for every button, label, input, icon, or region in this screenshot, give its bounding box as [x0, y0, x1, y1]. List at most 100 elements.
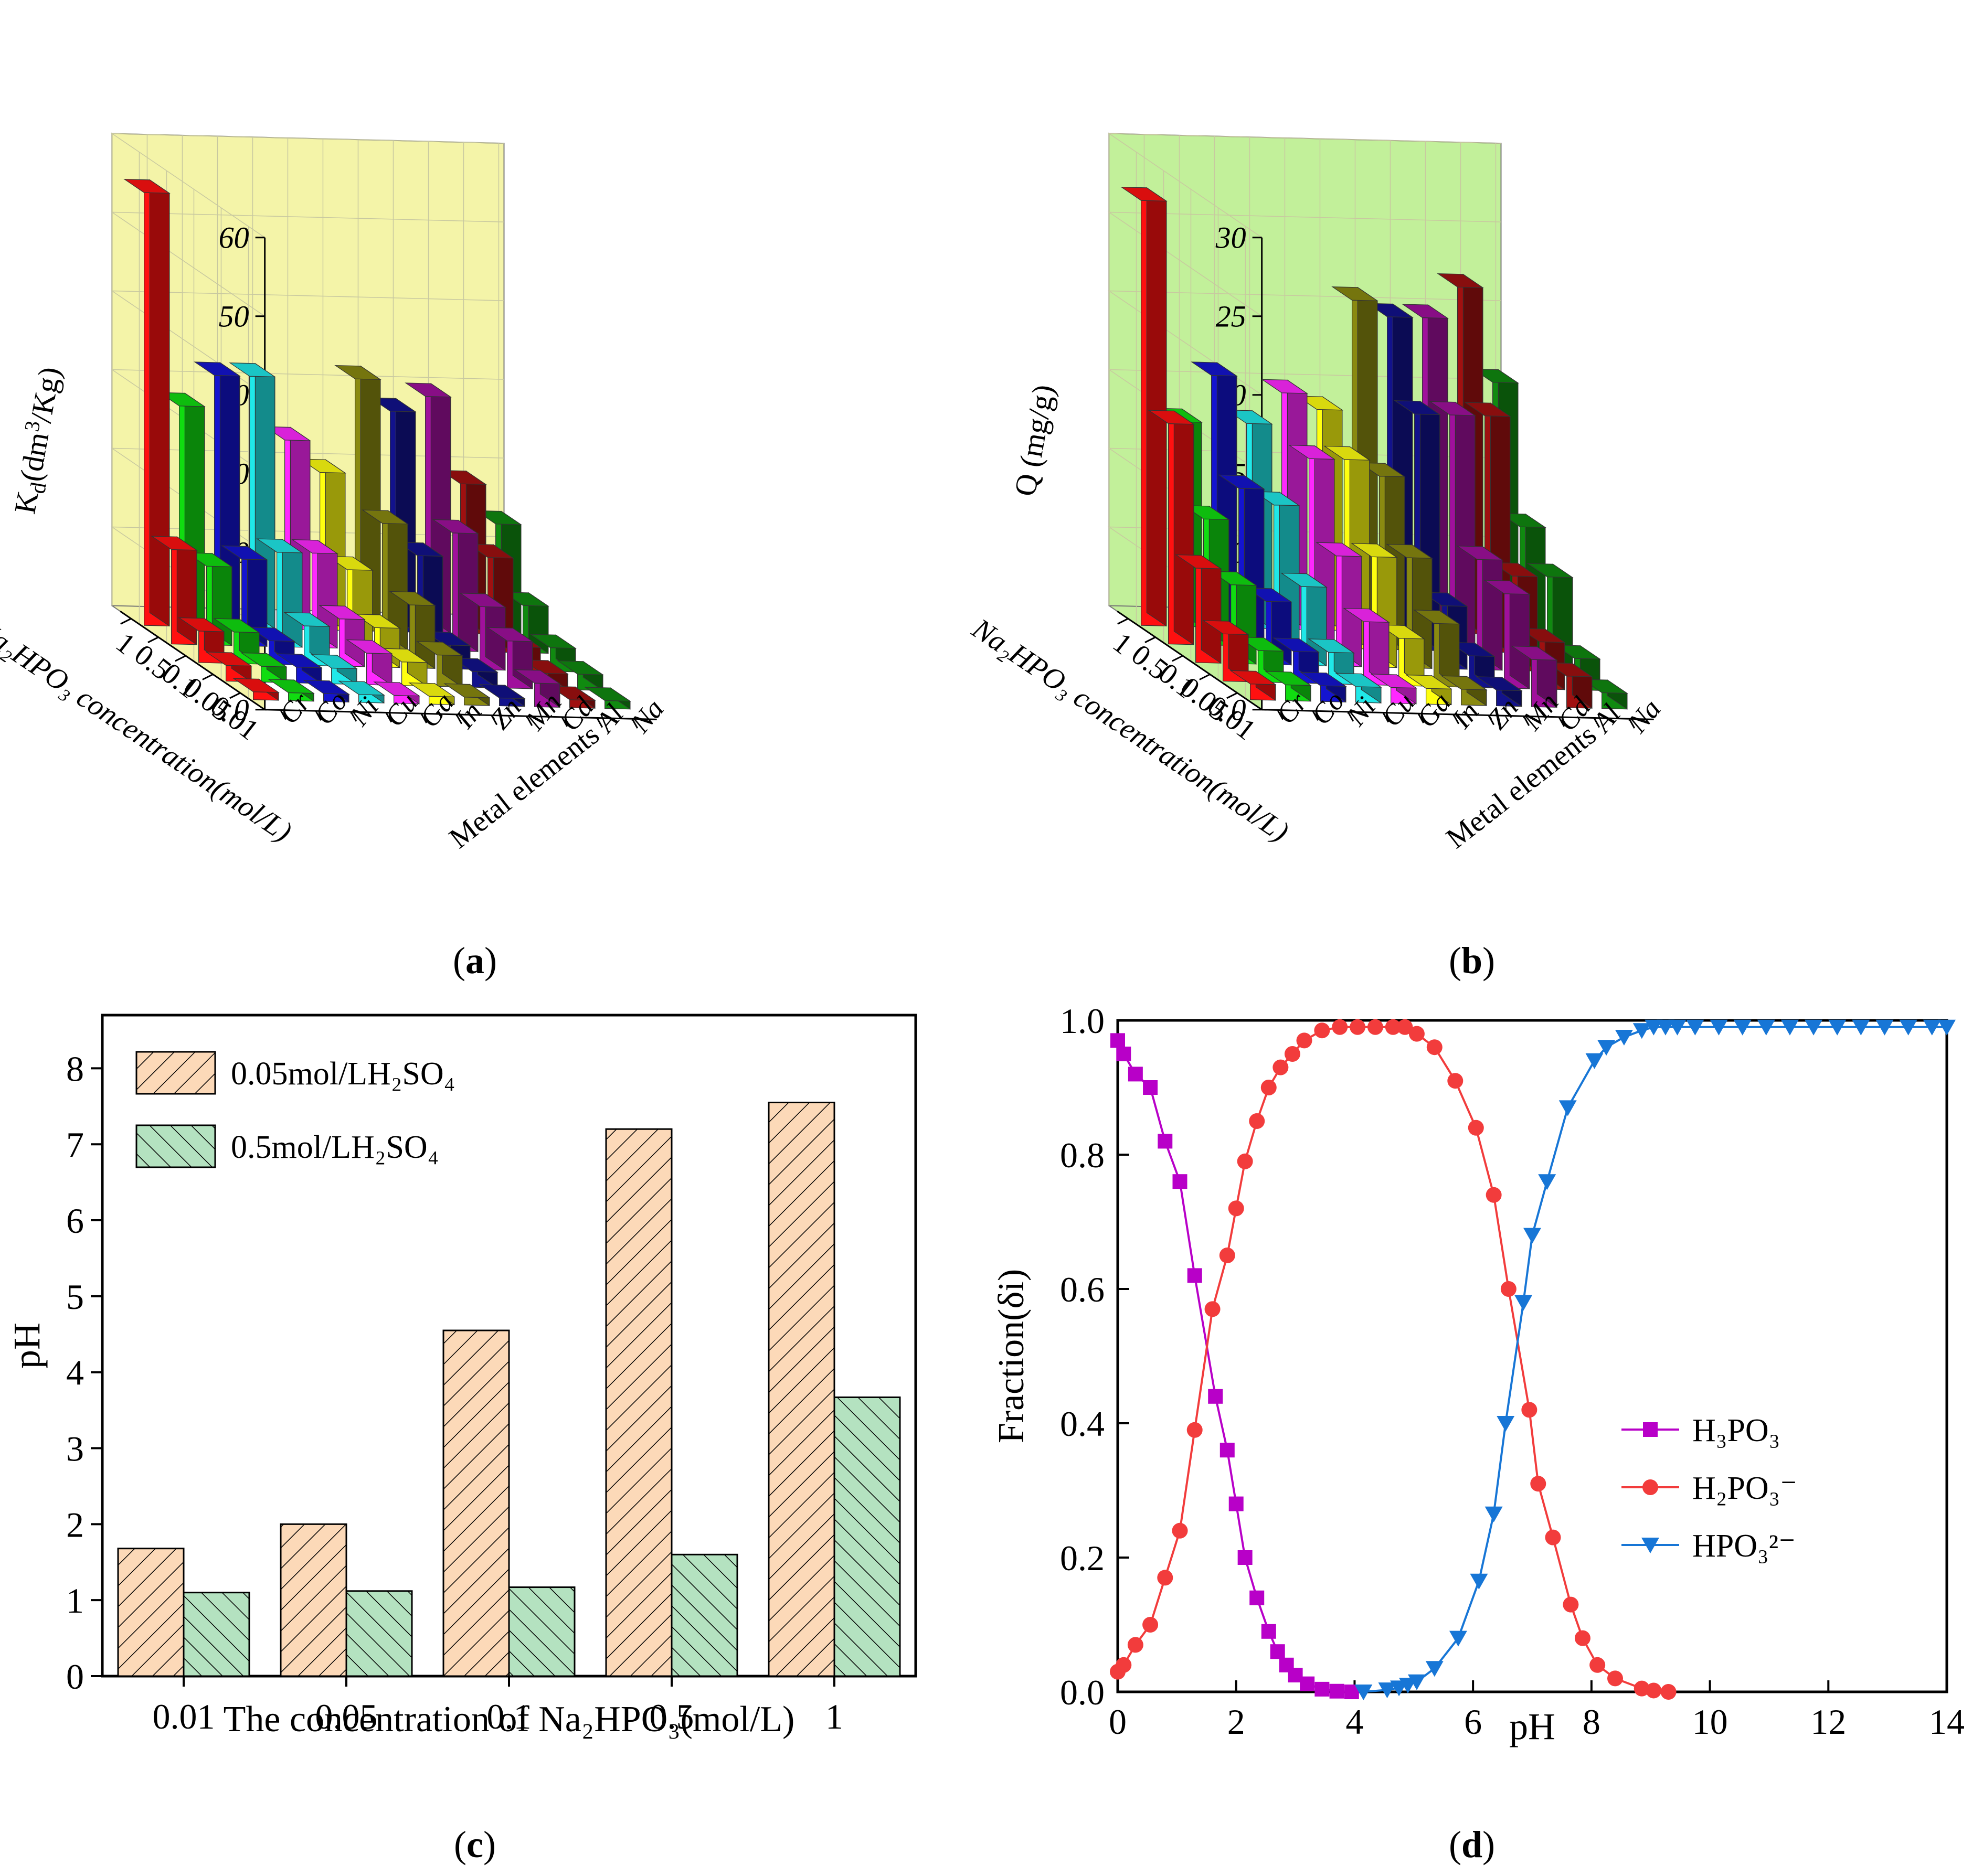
data-point [1110, 1033, 1125, 1048]
bar-In-0.01 [1405, 674, 1452, 706]
bar-Mn-0.01 [479, 684, 526, 707]
x-axis-title: pH [1509, 1706, 1555, 1747]
data-point [1260, 1080, 1277, 1095]
data-point [1470, 1573, 1488, 1590]
bar-top-face [1316, 542, 1363, 557]
data-point [1208, 1389, 1223, 1404]
x-tick-label: 0.05 [315, 1697, 378, 1736]
y-axis-title: Q (mg/g) [1008, 382, 1061, 498]
bar-Cr-0.5 [1148, 410, 1195, 645]
data-point [1407, 1674, 1426, 1690]
concentration-tick [1199, 674, 1211, 680]
legend-marker [1642, 1479, 1658, 1495]
legend-swatch [135, 1124, 216, 1168]
bar-Na-0.05 [557, 660, 604, 691]
data-point [1828, 1019, 1847, 1036]
metal-tick [1488, 715, 1495, 726]
data-point [1875, 1019, 1894, 1036]
data-point [1538, 1174, 1556, 1190]
bar-Al-0.01 [549, 686, 596, 709]
data-point [1585, 1053, 1604, 1069]
bar-top-face [1229, 670, 1277, 685]
y-tick-label: 0 [1231, 693, 1246, 727]
data-point [1468, 1120, 1484, 1136]
bar-top-face [1429, 401, 1476, 416]
metal-axis-title: Metal elements [1440, 718, 1603, 855]
data-point [1426, 1039, 1443, 1056]
bar-Zn-0.5 [362, 509, 409, 651]
metal-axis-title: Metal elements [443, 718, 606, 855]
data-point [1607, 1670, 1623, 1687]
concentration-tick [229, 692, 241, 699]
caption-a: (a) [453, 940, 497, 982]
bar-top-face [1413, 610, 1460, 625]
bar-Cr-0.05 [1202, 620, 1249, 683]
data-point [1523, 1228, 1541, 1244]
bar-Cd-0.1 [459, 593, 506, 671]
metal-tick [1628, 718, 1636, 729]
data-point [1447, 1073, 1464, 1089]
y-tick-label: 1.0 [1060, 1001, 1105, 1041]
bar-Co-0.05 [240, 652, 288, 684]
data-point [1574, 1630, 1590, 1646]
legend-swatch [135, 1051, 216, 1095]
metal-tick [420, 713, 428, 723]
concentration-tick [175, 655, 186, 662]
metal-tick [1347, 711, 1354, 722]
data-point [1116, 1047, 1131, 1061]
data-point [1521, 1402, 1537, 1418]
bar-Co-0.01 [1265, 671, 1312, 702]
metal-axis-line [264, 709, 657, 720]
bar-top-face [123, 179, 171, 194]
bar-top-face [213, 618, 260, 633]
data-point [1449, 1630, 1467, 1647]
data-point [1204, 1301, 1221, 1317]
data-point [1563, 1596, 1579, 1613]
bar-side-face [1173, 410, 1194, 645]
y-tick-label: 0.2 [1060, 1538, 1105, 1578]
data-point [1852, 1019, 1870, 1036]
bar-Ni-0.01 [1300, 671, 1347, 703]
bar-top-face [1191, 361, 1238, 377]
bar-In-0.05 [1378, 624, 1425, 687]
data-point [1143, 1080, 1158, 1095]
legend-label: H₂PO₃⁻ [1692, 1470, 1797, 1506]
y-tick-label: 6 [66, 1201, 84, 1241]
bar-Ni-0.01 [303, 679, 350, 703]
bar-top-face [1175, 554, 1222, 569]
data-point [1329, 1683, 1344, 1699]
concentration-tick [1172, 655, 1183, 662]
y-axis-title: Kd(dm3/Kg) [5, 364, 71, 517]
data-point [1219, 1248, 1235, 1263]
data-point [1923, 1019, 1941, 1036]
bar-Cd-0.05 [1483, 580, 1531, 690]
bar-top-face [1323, 445, 1371, 461]
data-point [1172, 1522, 1188, 1539]
data-point [1228, 1496, 1244, 1511]
bar-top-face [338, 680, 385, 696]
data-point [1270, 1644, 1285, 1659]
data-point [1634, 1680, 1650, 1697]
data-point [1220, 1443, 1235, 1458]
data-point [1158, 1134, 1173, 1149]
metal-tick [1417, 713, 1425, 723]
bar-top-face [1483, 580, 1531, 595]
caption-d: (d) [1449, 1824, 1495, 1866]
bar-Ni-0.5 [221, 545, 268, 647]
bar-b-0.1 [508, 1586, 576, 1677]
bar-b-0.5 [671, 1553, 738, 1677]
bar-Mn-0.01 [1476, 676, 1523, 707]
bar-Ni-0.05 [275, 653, 323, 685]
data-point [1397, 1019, 1413, 1035]
data-point [1249, 1590, 1265, 1605]
metal-tick [455, 714, 463, 724]
y-tick-label: 50 [219, 300, 249, 334]
x-tick-label: 1 [825, 1697, 843, 1736]
bar-top-face [1351, 543, 1398, 558]
legend-label: HPO₃²⁻ [1692, 1528, 1796, 1564]
bar-top-face [1437, 273, 1484, 289]
data-point [1300, 1676, 1315, 1691]
metal-tick [315, 710, 322, 721]
plot-frame [1116, 1019, 1948, 1693]
data-point [1780, 1019, 1799, 1036]
